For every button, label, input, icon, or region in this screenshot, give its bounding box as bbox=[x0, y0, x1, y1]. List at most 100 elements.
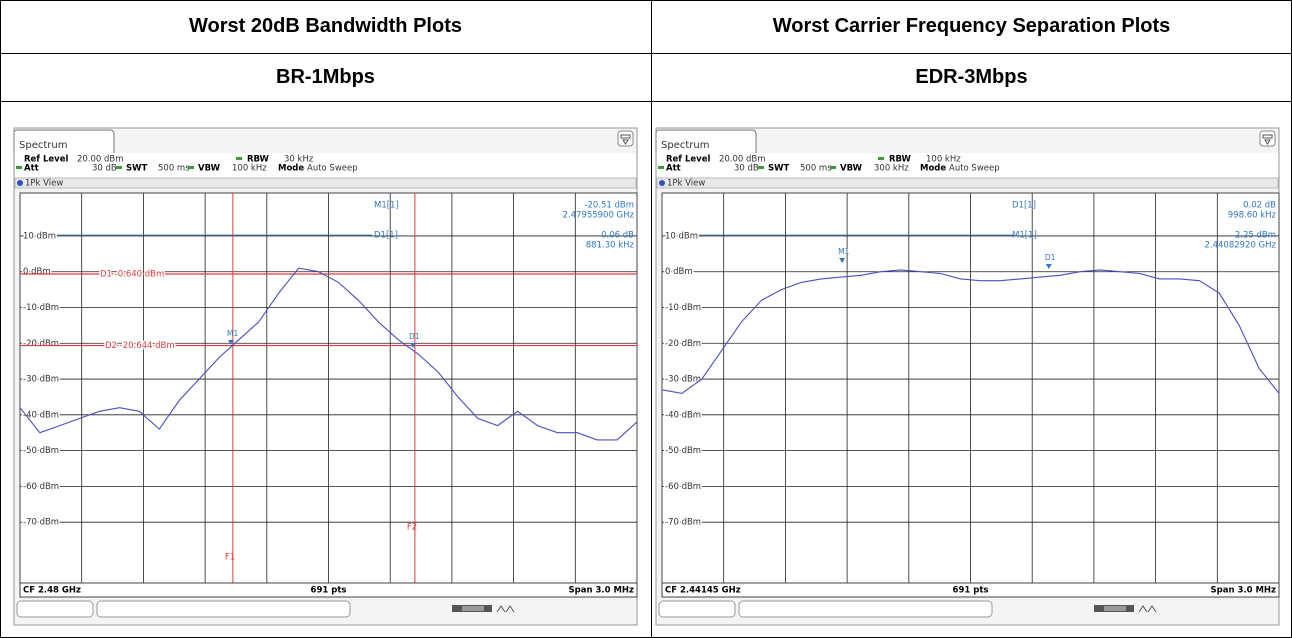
bullet bbox=[236, 157, 242, 160]
info-text: 20.00 dBm bbox=[719, 155, 766, 165]
view-bar bbox=[656, 177, 1279, 189]
info-text: Mode bbox=[278, 164, 304, 174]
status-icon bbox=[496, 605, 515, 613]
y-tick-label: -40 dBm bbox=[23, 410, 59, 420]
marker bbox=[410, 343, 417, 348]
y-tick-label: 0 dBm bbox=[23, 267, 51, 277]
y-tick-label: -20 dBm bbox=[23, 339, 59, 349]
border bbox=[0, 0, 1292, 1]
status-box bbox=[96, 600, 351, 618]
status-box bbox=[16, 600, 94, 618]
y-tick-label: -50 dBm bbox=[665, 446, 701, 456]
footer-bar bbox=[661, 582, 1280, 598]
info-text: 300 kHz bbox=[874, 164, 909, 174]
frequency-line-label: F2 bbox=[407, 523, 417, 533]
tab-label: Spectrum bbox=[19, 140, 67, 151]
marker-table-value: 0.06 dB bbox=[601, 231, 634, 241]
header-cell: Worst 20dB Bandwidth Plots bbox=[189, 15, 462, 37]
footer-center: 691 pts bbox=[953, 586, 989, 596]
tab bbox=[13, 129, 115, 153]
footer-bar bbox=[19, 582, 638, 598]
info-text: Auto Sweep bbox=[307, 164, 358, 174]
marker-label: D1 bbox=[1045, 253, 1056, 262]
marker-table-value: 2.25 dBm bbox=[1235, 231, 1276, 241]
status-box bbox=[738, 600, 993, 618]
trace bbox=[19, 267, 638, 441]
info-text: 500 ms bbox=[800, 164, 832, 174]
status-meter-in bbox=[1104, 606, 1126, 611]
view-bar bbox=[14, 177, 637, 189]
view-dot bbox=[659, 180, 665, 186]
footer-left: CF 2.44145 GHz bbox=[665, 586, 741, 596]
header-cell: Worst Carrier Frequency Separation Plots bbox=[772, 15, 1171, 37]
marker-table-value: -20.51 dBm bbox=[584, 201, 634, 211]
y-tick-label: -10 dBm bbox=[665, 303, 701, 313]
y-tick-label: -40 dBm bbox=[665, 410, 701, 420]
marker-table-name: D1[1] bbox=[1012, 201, 1036, 211]
view-dot bbox=[17, 180, 23, 186]
tab-label: Spectrum bbox=[661, 140, 709, 151]
bullet bbox=[658, 166, 664, 169]
marker-table-value: 2.47955900 GHz bbox=[562, 211, 634, 221]
status-box bbox=[658, 600, 736, 618]
footer-right: Span 3.0 MHz bbox=[1211, 586, 1277, 596]
bullet bbox=[878, 157, 884, 160]
marker-table-name: M1[1] bbox=[374, 201, 399, 211]
icon-glyph bbox=[620, 134, 631, 145]
info-text: 100 kHz bbox=[232, 164, 267, 174]
info-text: Auto Sweep bbox=[949, 164, 1000, 174]
info-text: 500 ms bbox=[158, 164, 190, 174]
marker-label: M1 bbox=[227, 329, 238, 338]
status-icon bbox=[1138, 605, 1157, 613]
marker-label: M1 bbox=[838, 247, 849, 256]
footer-right: Span 3.0 MHz bbox=[569, 586, 635, 596]
info-text: VBW bbox=[198, 164, 221, 174]
info-text: 30 dB bbox=[92, 164, 117, 174]
y-tick-label: 0 dBm bbox=[665, 267, 693, 277]
marker-table-value: 0.02 dB bbox=[1243, 201, 1276, 211]
y-tick-label: 10 dBm bbox=[23, 231, 56, 241]
mode-cell: BR-1Mbps bbox=[276, 65, 375, 88]
info-text: 20.00 dBm bbox=[77, 155, 124, 165]
border bbox=[0, 0, 1, 638]
marker-table-name: M1[1] bbox=[1012, 231, 1037, 241]
y-tick-label: -60 dBm bbox=[23, 482, 59, 492]
footer-left: CF 2.48 GHz bbox=[23, 586, 81, 596]
bullet bbox=[16, 166, 22, 169]
icon-glyph bbox=[1262, 134, 1273, 145]
info-text: 1Pk View bbox=[667, 179, 705, 189]
info-text: Ref Level bbox=[24, 155, 68, 165]
marker-label: D1 bbox=[409, 332, 420, 341]
marker-table-value: 998.60 kHz bbox=[1228, 211, 1277, 221]
info-text: Mode bbox=[920, 164, 946, 174]
mode-cell: EDR-3Mbps bbox=[915, 65, 1028, 88]
border bbox=[0, 101, 1292, 102]
footer-center: 691 pts bbox=[311, 586, 347, 596]
bullet bbox=[758, 166, 764, 169]
y-tick-label: 10 dBm bbox=[665, 231, 698, 241]
y-tick-label: -30 dBm bbox=[23, 375, 59, 385]
marker bbox=[1045, 264, 1052, 269]
info-text: RBW bbox=[889, 155, 912, 165]
info-text: 30 dB bbox=[734, 164, 759, 174]
info-text: Att bbox=[24, 164, 39, 174]
status-meter-in bbox=[462, 606, 484, 611]
display-line-label: D2 -20.644 dBm bbox=[105, 341, 175, 351]
border bbox=[651, 0, 652, 638]
bullet bbox=[188, 166, 194, 169]
info-text: 30 kHz bbox=[284, 155, 314, 165]
y-tick-label: -70 dBm bbox=[23, 518, 59, 528]
tab bbox=[655, 129, 757, 153]
info-text: Ref Level bbox=[666, 155, 710, 165]
marker bbox=[228, 340, 235, 345]
info-text: VBW bbox=[840, 164, 863, 174]
info-text: 1Pk View bbox=[25, 179, 63, 189]
y-tick-label: -10 dBm bbox=[23, 303, 59, 313]
border bbox=[0, 53, 1292, 54]
marker-table-value: 2.44082920 GHz bbox=[1204, 241, 1276, 251]
marker-table-name: D1[1] bbox=[374, 231, 398, 241]
trace bbox=[661, 269, 1280, 394]
marker bbox=[839, 258, 846, 263]
